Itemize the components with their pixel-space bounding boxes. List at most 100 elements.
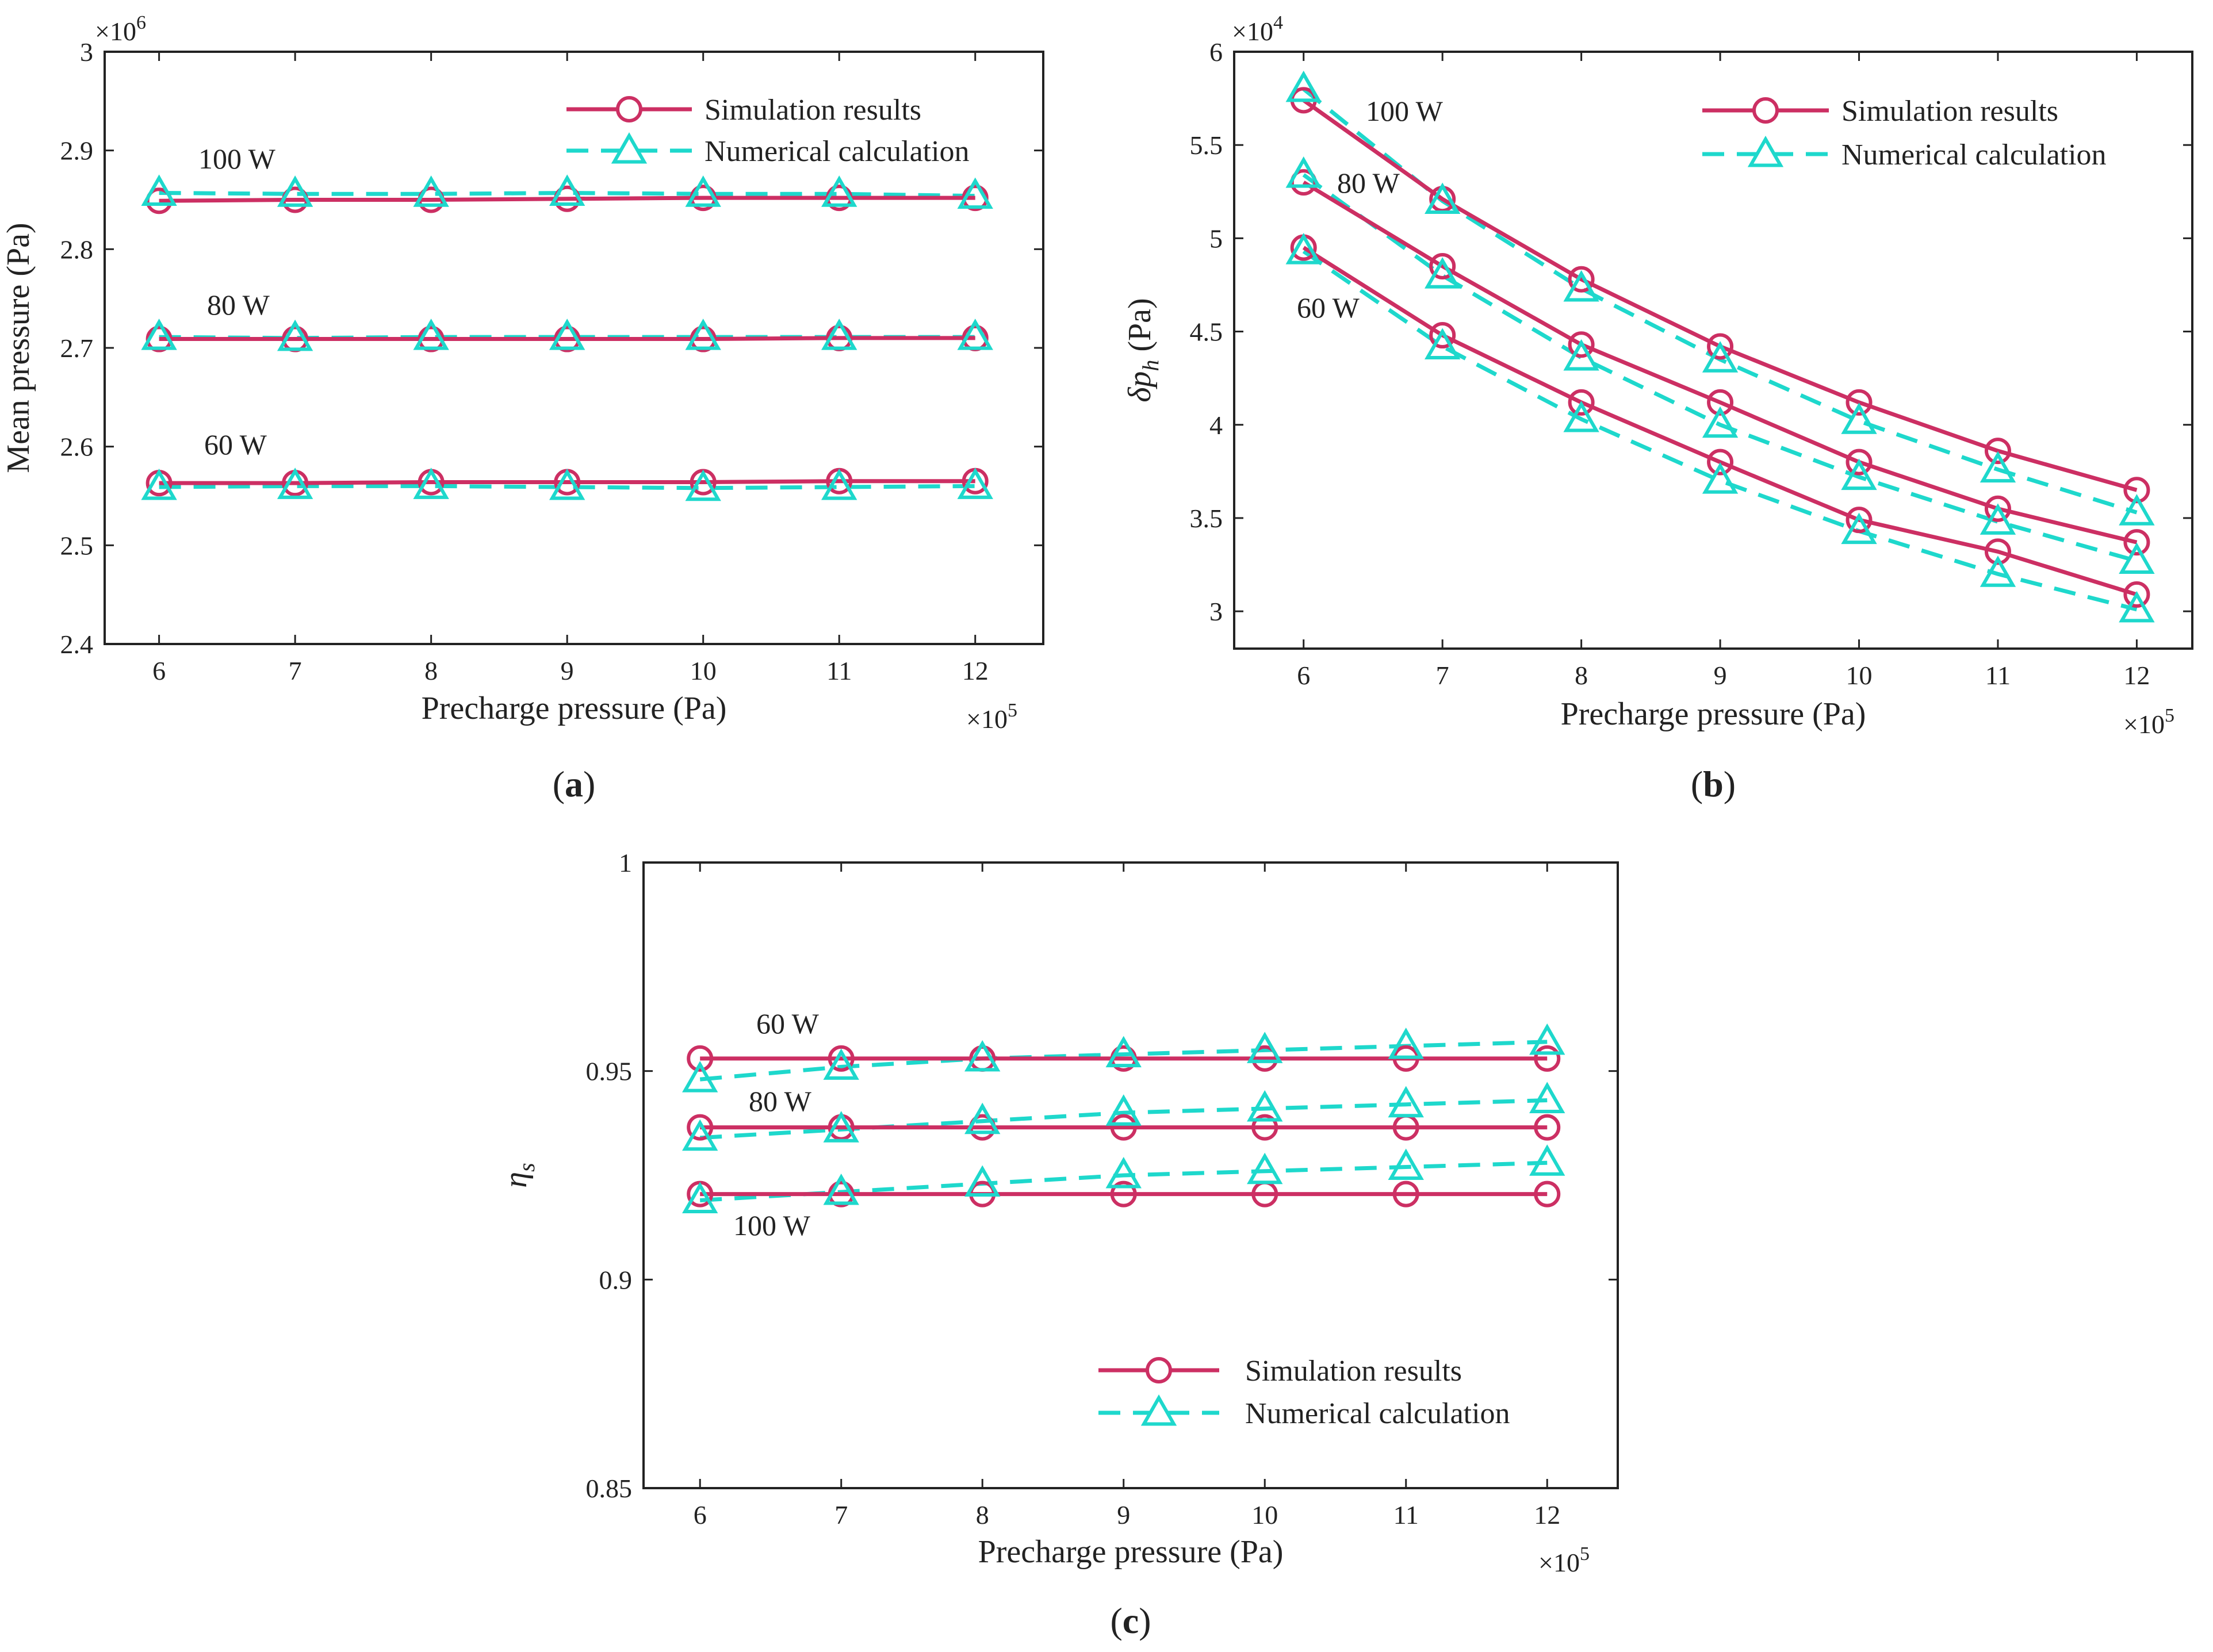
- simulation-point: [1110, 1180, 1137, 1208]
- numerical-point: [685, 319, 721, 350]
- numerical-point: [277, 319, 313, 351]
- x-tick-label: 12: [962, 656, 989, 685]
- x-tick-label: 10: [1846, 661, 1873, 690]
- legend-sim-marker: [1146, 1357, 1172, 1383]
- simulation-point: [1251, 1114, 1278, 1141]
- x-tick-label: 8: [976, 1500, 989, 1530]
- x-tick-label: 9: [1714, 661, 1727, 690]
- curve-label: 80 W: [749, 1085, 812, 1117]
- simulation-point: [1392, 1180, 1419, 1208]
- y-tick-label: 4.5: [1190, 317, 1223, 347]
- numerical-point: [141, 174, 177, 206]
- numerical-point: [1425, 182, 1461, 214]
- curve-label: 80 W: [1337, 167, 1400, 199]
- numerical-line: [159, 190, 975, 198]
- legend-num-label: Numerical calculation: [1245, 1397, 1510, 1430]
- numerical-point: [277, 467, 313, 499]
- legend-sim-label: Simulation results: [705, 94, 921, 127]
- simulation-point: [687, 1114, 714, 1141]
- numerical-point: [1247, 1090, 1283, 1122]
- numerical-point: [823, 1173, 859, 1205]
- x-tick-label: 8: [1575, 661, 1588, 690]
- simulation-point: [687, 1045, 714, 1072]
- curve-label: 60 W: [204, 428, 267, 461]
- simulation-point: [1568, 331, 1595, 358]
- legend-num-marker: [1747, 135, 1784, 167]
- y-multiplier: ×104: [1232, 12, 1283, 46]
- y-tick-label: 2.4: [60, 630, 94, 659]
- x-tick-label: 8: [424, 656, 438, 685]
- numerical-point: [1529, 1082, 1565, 1113]
- numerical-point: [957, 319, 993, 350]
- numerical-point: [413, 467, 449, 499]
- x-multiplier: ×105: [1538, 1543, 1590, 1577]
- numerical-point: [1285, 156, 1322, 188]
- x-tick-label: 7: [289, 656, 302, 685]
- numerical-point: [1841, 458, 1877, 490]
- x-tick-label: 11: [1985, 661, 2011, 690]
- legend-num-label: Numerical calculation: [705, 135, 970, 168]
- simulation-point: [1110, 1114, 1137, 1141]
- simulation-line: [1302, 246, 2138, 597]
- numerical-point: [1247, 1152, 1283, 1185]
- simulation-line: [159, 479, 975, 485]
- x-tick-label: 6: [152, 656, 166, 685]
- legend-num-label: Numerical calculation: [1841, 139, 2107, 171]
- y-tick-label: 0.85: [586, 1474, 633, 1503]
- legend-num-marker: [1140, 1394, 1177, 1426]
- numerical-point: [1105, 1156, 1142, 1189]
- numerical-point: [141, 469, 177, 500]
- simulation-point: [2123, 529, 2150, 556]
- simulation-point: [828, 1045, 855, 1072]
- numerical-point: [1285, 233, 1322, 265]
- y-tick-label: 3: [80, 37, 93, 67]
- numerical-point: [1529, 1144, 1565, 1176]
- numerical-line: [699, 1098, 1548, 1140]
- simulation-point: [1534, 1045, 1561, 1072]
- numerical-point: [1702, 406, 1739, 438]
- x-tick-label: 10: [690, 656, 717, 685]
- legend: Simulation results Numerical calculation: [566, 94, 970, 168]
- numerical-point: [682, 1061, 718, 1093]
- legend: Simulation results Numerical calculation: [1098, 1355, 1510, 1430]
- simulation-point: [1534, 1180, 1561, 1208]
- plot-frame: [642, 861, 1619, 1489]
- x-tick-label: 9: [1117, 1500, 1130, 1530]
- x-tick-label: 6: [1297, 661, 1310, 690]
- simulation-point: [1984, 438, 2011, 465]
- x-multiplier: ×105: [2123, 705, 2174, 739]
- legend-num-marker: [611, 132, 648, 164]
- x-tick-label: 9: [561, 656, 574, 685]
- numerical-point: [685, 469, 721, 501]
- x-multiplier: ×105: [966, 700, 1017, 734]
- panel-label: (a): [553, 764, 596, 804]
- numerical-point: [1841, 512, 1877, 545]
- simulation-point: [1984, 538, 2011, 565]
- numerical-point: [549, 469, 585, 500]
- numerical-point: [413, 319, 449, 350]
- simulation-point: [1707, 389, 1734, 416]
- y-tick-label: 0.9: [599, 1265, 633, 1294]
- y-axis-label: Mean pressure (Pa): [1, 223, 36, 473]
- numerical-line: [1302, 250, 2138, 612]
- numerical-point: [1841, 403, 1877, 434]
- simulation-point: [1429, 253, 1456, 280]
- curve-label: 100 W: [198, 143, 276, 175]
- x-axis-label: Precharge pressure (Pa): [422, 691, 727, 726]
- numerical-point: [277, 175, 313, 207]
- numerical-point: [682, 1182, 718, 1214]
- y-tick-label: 6: [1209, 37, 1223, 67]
- numerical-point: [685, 175, 721, 207]
- legend-sim-label: Simulation results: [1245, 1355, 1462, 1387]
- x-tick-label: 10: [1251, 1500, 1278, 1530]
- x-tick-label: 11: [826, 656, 852, 685]
- chart-a: 6 7 8 9 10 11 12 2.4 2.5 2.6 2.7 2.8 2.9 3 Precharge p…: [1, 12, 1044, 804]
- numerical-point: [964, 1040, 1001, 1072]
- numerical-point: [1529, 1023, 1565, 1055]
- x-tick-label: 12: [2123, 661, 2150, 690]
- numerical-point: [682, 1119, 718, 1151]
- simulation-point: [1707, 449, 1734, 476]
- numerical-point: [1980, 555, 2016, 587]
- numerical-point: [964, 1102, 1001, 1134]
- x-tick-label: 6: [694, 1500, 707, 1530]
